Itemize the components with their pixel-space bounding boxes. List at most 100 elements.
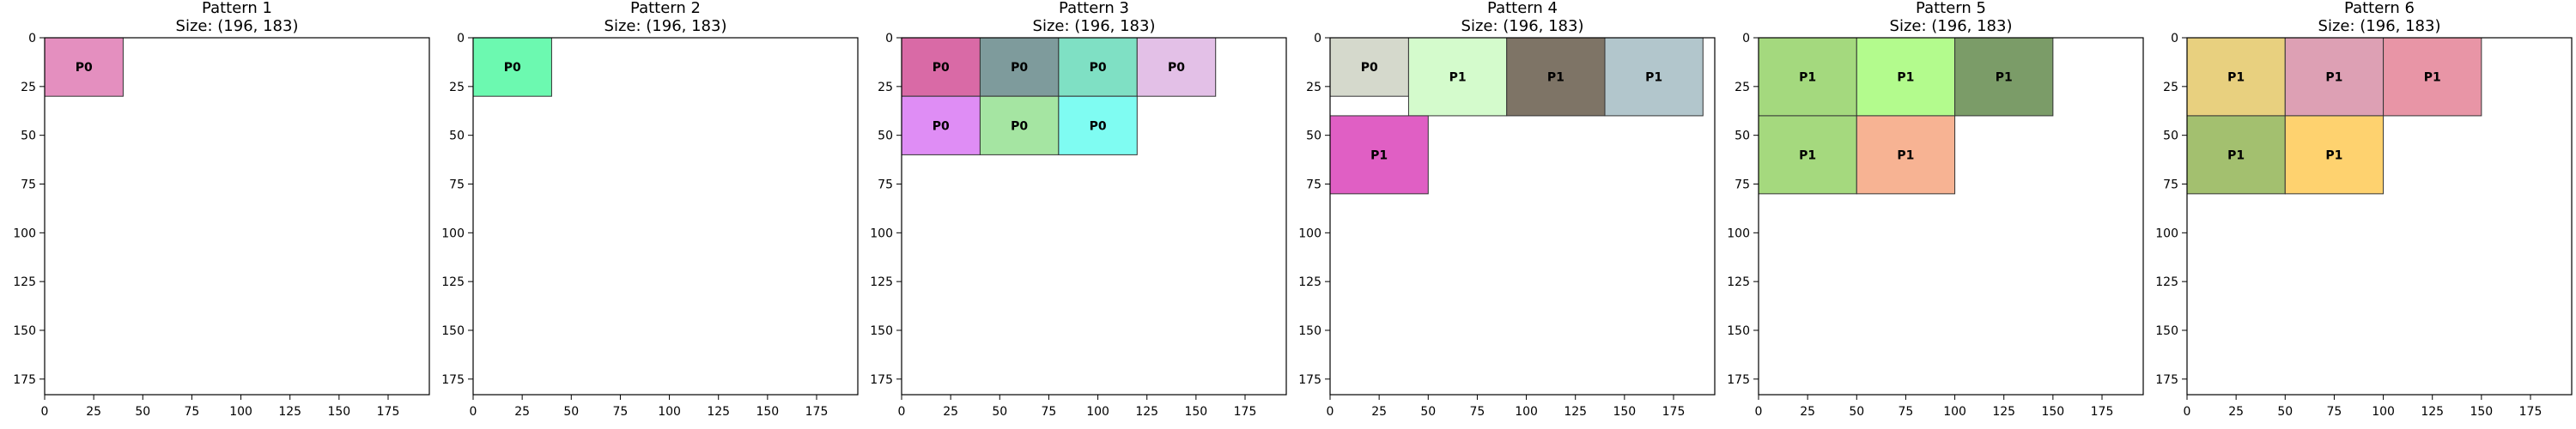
y-tick-label: 150 [870, 324, 893, 338]
rect-label: P0 [504, 61, 521, 75]
rect-label: P0 [1361, 61, 1378, 75]
rect-4 [1758, 115, 1857, 195]
rect-label: P1 [2325, 70, 2342, 84]
y-tick-label: 100 [2155, 227, 2178, 240]
x-tick-label: 50 [135, 405, 150, 419]
y-tick-label: 25 [449, 81, 465, 94]
x-tick-label: 25 [1800, 405, 1815, 419]
rect-label: P0 [1011, 119, 1028, 133]
x-tick-label: 75 [1899, 405, 1914, 419]
chart-subtitle: Size: (196, 183) [1033, 17, 1156, 35]
rect-label: P0 [1090, 119, 1107, 133]
rect-5 [2284, 115, 2385, 195]
y-tick-label: 75 [2163, 178, 2178, 191]
y-tick-label: 150 [1727, 324, 1750, 338]
y-tick-label: 75 [21, 178, 36, 191]
y-tick-label: 175 [441, 373, 465, 387]
y-tick-label: 0 [457, 32, 465, 45]
rect-label: P1 [1370, 148, 1388, 162]
rect-5 [1856, 115, 1956, 195]
x-tick-label: 175 [2519, 405, 2543, 419]
y-tick-label: 0 [1314, 32, 1321, 45]
axes-frame [44, 37, 430, 396]
x-tick-label: 75 [613, 405, 629, 419]
y-tick-label: 0 [885, 32, 893, 45]
y-tick-label: 100 [441, 227, 465, 240]
y-tick-label: 0 [28, 32, 36, 45]
y-tick-label: 125 [1727, 275, 1750, 289]
y-tick-label: 150 [13, 324, 36, 338]
rect-label: P1 [2227, 70, 2245, 84]
y-tick-label: 175 [1298, 373, 1321, 387]
axes-frame [1758, 37, 2144, 396]
x-tick-label: 100 [1943, 405, 1966, 419]
x-tick-label: 75 [185, 405, 200, 419]
rect-label: P0 [76, 61, 93, 75]
x-tick-label: 150 [1184, 405, 1207, 419]
y-tick-label: 25 [21, 81, 36, 94]
rect-label: P1 [1449, 70, 1467, 84]
y-tick-label: 50 [2163, 130, 2178, 143]
rect-3 [1058, 37, 1138, 97]
y-tick-label: 100 [1298, 227, 1321, 240]
rect-1 [472, 37, 552, 97]
x-tick-label: 25 [86, 405, 101, 419]
x-tick-label: 25 [943, 405, 958, 419]
rect-label: P1 [2227, 148, 2245, 162]
y-tick-label: 75 [1306, 178, 1321, 191]
x-tick-label: 0 [41, 405, 49, 419]
y-tick-label: 150 [2155, 324, 2178, 338]
x-tick-label: 125 [707, 405, 730, 419]
y-tick-label: 100 [870, 227, 893, 240]
y-tick-label: 100 [1727, 227, 1750, 240]
x-tick-label: 25 [2228, 405, 2244, 419]
x-tick-label: 75 [1470, 405, 1485, 419]
rect-label: P0 [1090, 61, 1107, 75]
x-tick-label: 75 [2327, 405, 2342, 419]
rect-4 [1604, 37, 1704, 117]
rect-label: P0 [1168, 61, 1185, 75]
x-tick-label: 0 [1327, 405, 1334, 419]
y-tick-label: 150 [1298, 324, 1321, 338]
x-tick-label: 125 [1564, 405, 1587, 419]
x-tick-label: 100 [1086, 405, 1109, 419]
rect-1 [2186, 37, 2286, 117]
chart-subtitle: Size: (196, 183) [1890, 17, 2013, 35]
chart-title: Pattern 2 [630, 0, 701, 17]
x-tick-label: 125 [278, 405, 301, 419]
x-tick-label: 50 [1420, 405, 1436, 419]
y-tick-label: 125 [13, 275, 36, 289]
x-tick-label: 75 [1042, 405, 1057, 419]
rect-3 [1954, 37, 2054, 117]
rect-label: P1 [1645, 70, 1662, 84]
x-tick-label: 150 [2470, 405, 2493, 419]
rect-label: P1 [1996, 70, 2013, 84]
x-tick-label: 50 [992, 405, 1007, 419]
rect-3 [2383, 37, 2482, 117]
rect-6 [979, 95, 1060, 155]
y-tick-label: 25 [1306, 81, 1321, 94]
y-tick-label: 100 [13, 227, 36, 240]
y-tick-label: 50 [878, 130, 893, 143]
y-tick-label: 25 [1735, 81, 1750, 94]
x-tick-label: 0 [1755, 405, 1763, 419]
rect-label: P1 [1897, 148, 1914, 162]
x-tick-label: 125 [1135, 405, 1158, 419]
x-tick-label: 150 [327, 405, 350, 419]
x-tick-label: 125 [2421, 405, 2444, 419]
rect-label: P1 [2424, 70, 2441, 84]
y-tick-label: 0 [1742, 32, 1750, 45]
x-tick-label: 100 [2372, 405, 2395, 419]
y-tick-label: 125 [441, 275, 465, 289]
chart-subtitle: Size: (196, 183) [176, 17, 299, 35]
x-tick-label: 150 [756, 405, 779, 419]
y-tick-label: 25 [878, 81, 893, 94]
rect-4 [2186, 115, 2286, 195]
x-tick-label: 175 [2091, 405, 2114, 419]
x-tick-label: 50 [563, 405, 579, 419]
y-tick-label: 50 [449, 130, 465, 143]
